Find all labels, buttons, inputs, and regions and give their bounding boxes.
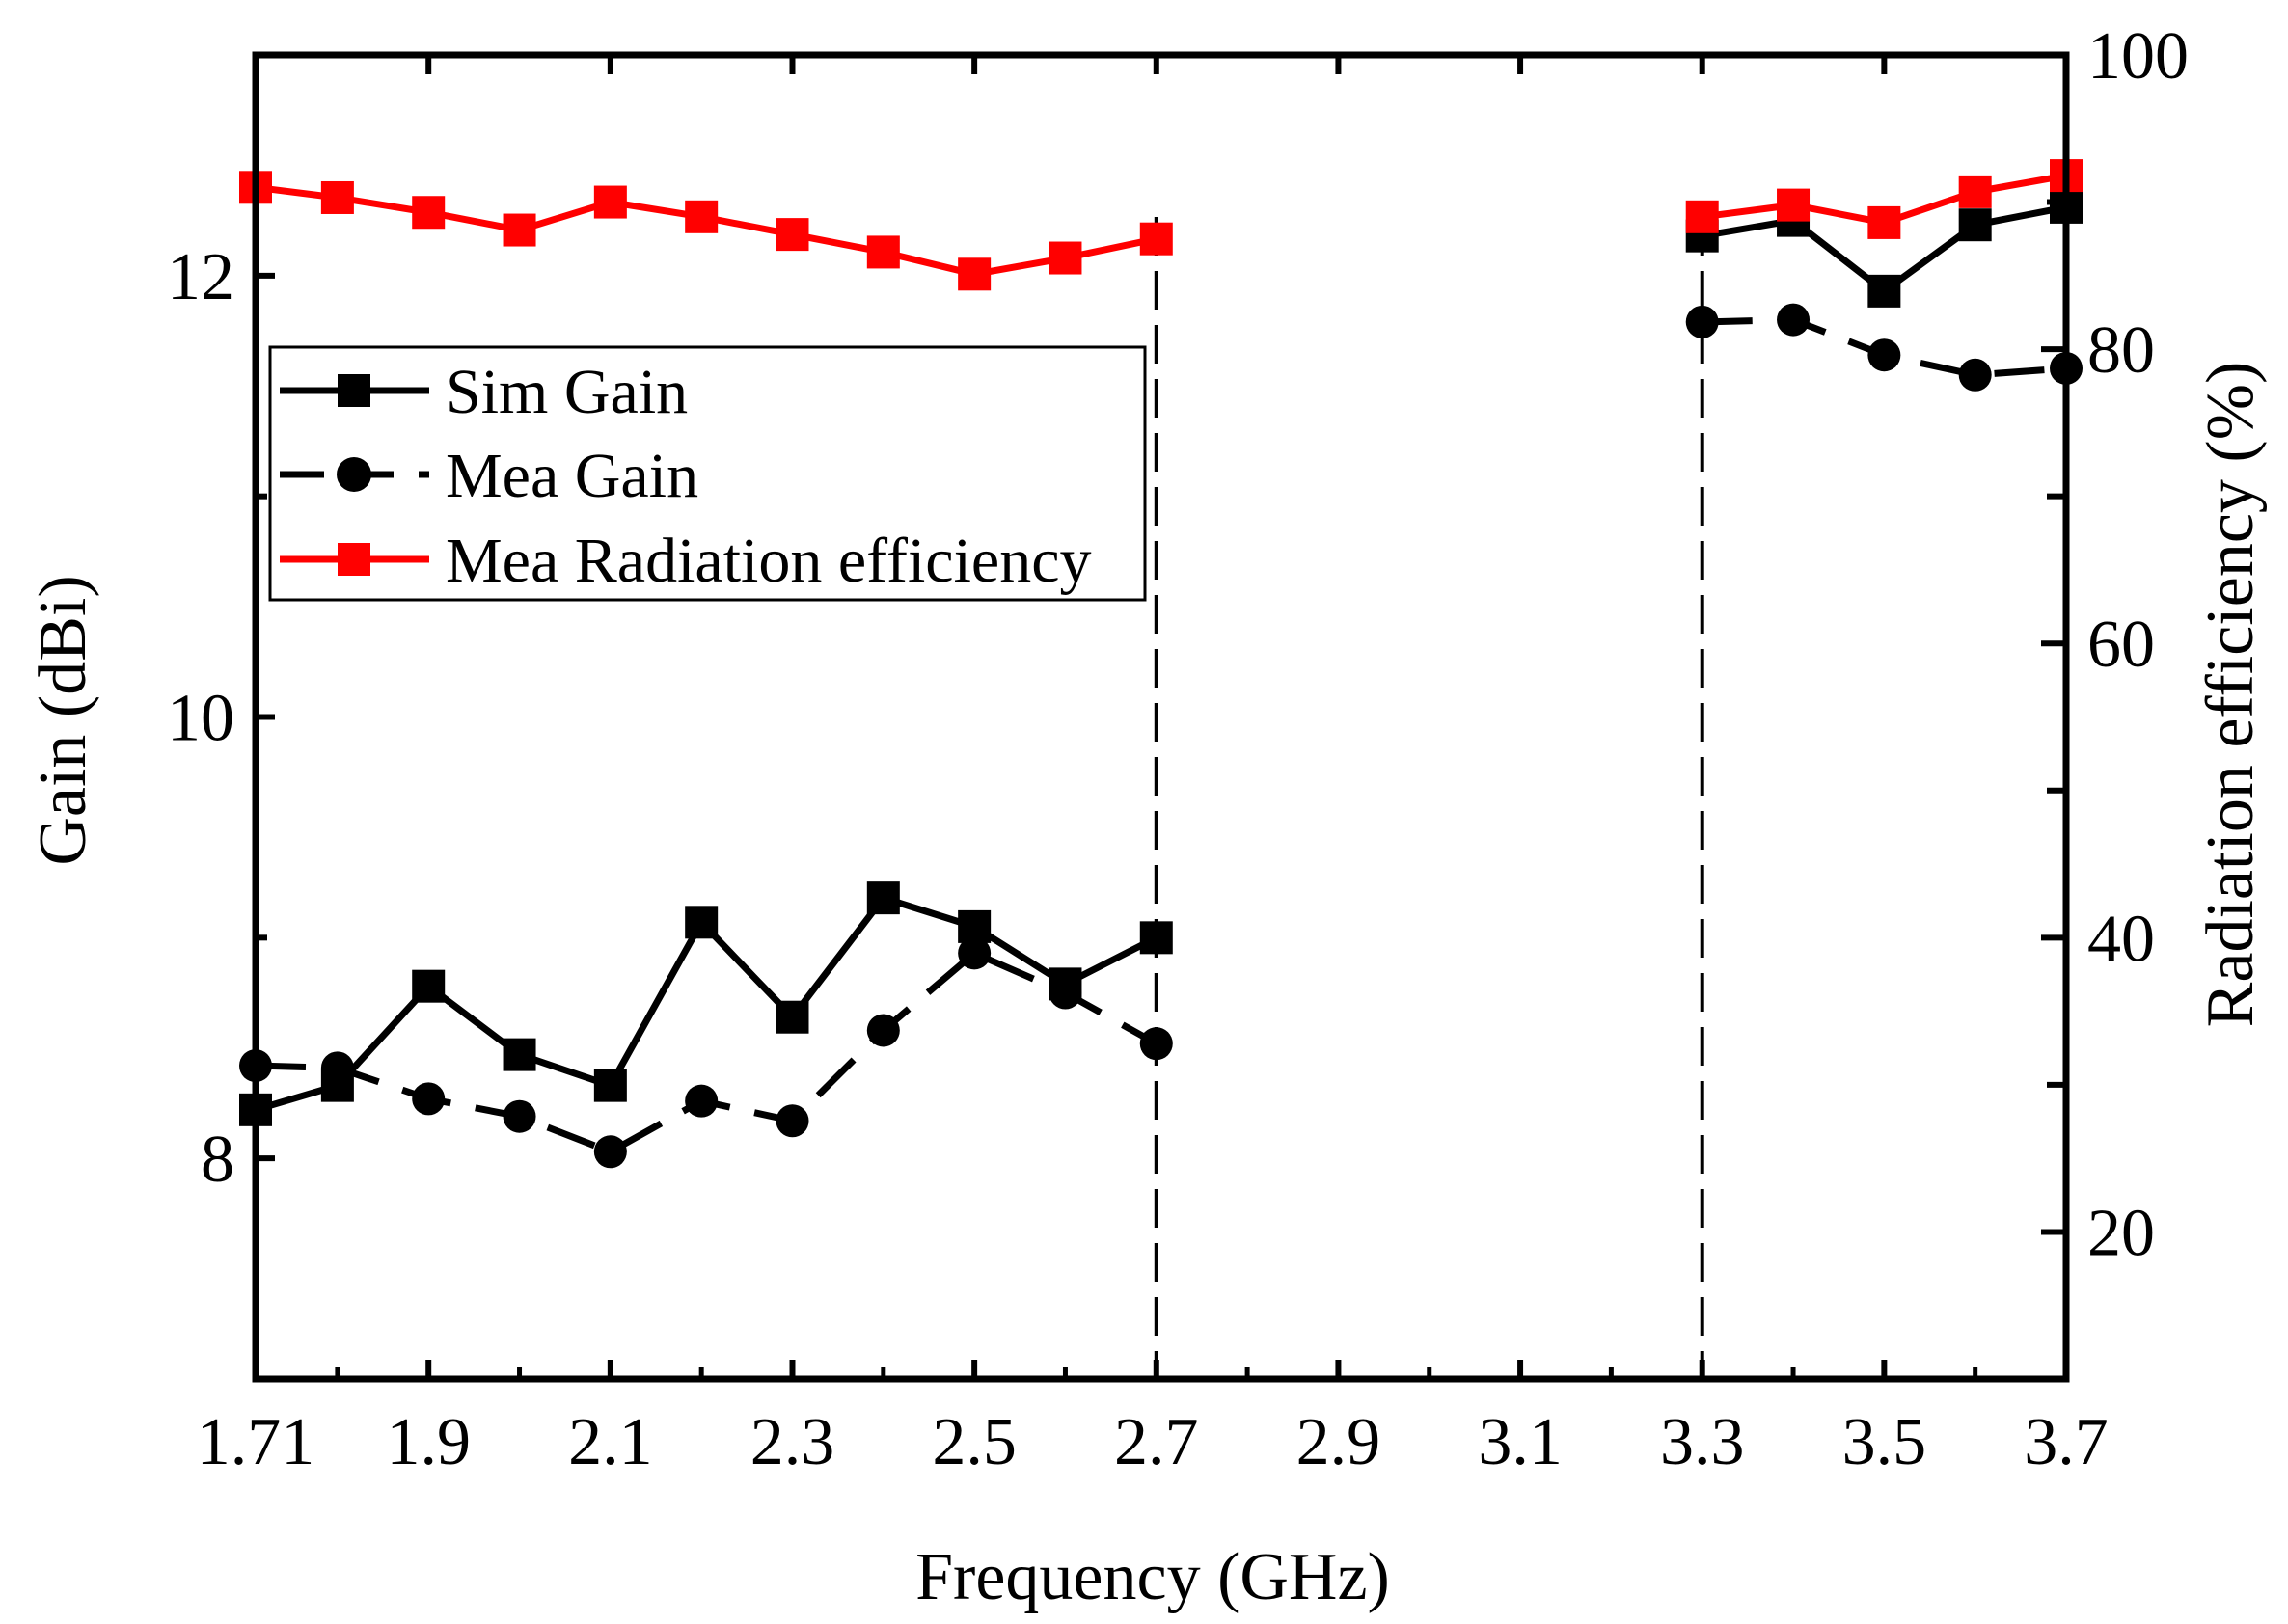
tick-labels: 1.71 1.9 2.1 2.3 2.5 2.7 2.9 3.1 3.3 3.5 3.7 8 10 12 2… (167, 19, 2189, 1479)
legend-marker-mea-efficiency (338, 543, 370, 576)
legend-marker-mea-gain (337, 457, 371, 492)
data-point (958, 936, 992, 970)
y2-tick-label: 60 (2087, 608, 2155, 682)
data-point (866, 235, 900, 269)
data-point (958, 257, 992, 291)
legend-label-mea-efficiency: Mea Radiation efficiency (446, 526, 1092, 596)
data-point (503, 1038, 536, 1071)
data-point (503, 1099, 536, 1133)
data-point (776, 1000, 809, 1034)
data-point (776, 218, 809, 252)
legend-marker-sim-gain (338, 374, 370, 407)
data-point (1139, 222, 1173, 256)
x-tick-label: 2.3 (750, 1405, 835, 1479)
y-tick-label: 12 (167, 240, 234, 314)
data-point (503, 213, 536, 247)
legend: Sim Gain Mea Gain Mea Radiation efficien… (268, 345, 1147, 602)
y-axis-title: Gain (dBi) (26, 575, 100, 865)
axis-ticks (253, 52, 2069, 1382)
y-tick-label: 8 (201, 1123, 234, 1197)
y2-tick-label: 40 (2087, 902, 2155, 976)
data-point (1685, 200, 1719, 233)
data-point (1777, 188, 1811, 222)
series-line (255, 949, 1158, 1155)
vertical-marker-lines (1154, 217, 1704, 1379)
x-axis-title: Frequency (GHz) (915, 1540, 1390, 1614)
data-point (412, 1082, 446, 1116)
data-point (1958, 358, 1992, 392)
legend-label-mea-gain: Mea Gain (446, 441, 698, 511)
data-point (1867, 205, 1901, 239)
y2-tick-label: 100 (2087, 19, 2189, 94)
data-point (412, 196, 446, 230)
data-point (412, 969, 446, 1003)
data-point (320, 1051, 354, 1085)
data-point (1685, 305, 1719, 338)
data-point (1958, 175, 1992, 208)
x-tick-label: 3.5 (1842, 1405, 1927, 1479)
data-point (1867, 338, 1901, 372)
data-point (685, 906, 719, 939)
data-point (1139, 1027, 1173, 1061)
data-point (593, 1135, 627, 1169)
data-point (593, 1069, 627, 1102)
data-point (593, 185, 627, 219)
y2-tick-label: 20 (2087, 1196, 2155, 1270)
data-point (866, 1014, 900, 1047)
data-point (1049, 976, 1082, 1010)
x-tick-label: 3.3 (1660, 1405, 1745, 1479)
x-tick-label: 2.5 (932, 1405, 1017, 1479)
y2-axis-title: Radiation efficiency (%) (2193, 362, 2268, 1028)
series-sim-gain (239, 190, 2083, 1126)
x-tick-label: 1.71 (197, 1405, 315, 1479)
x-tick-label: 1.9 (386, 1405, 471, 1479)
data-point (1867, 274, 1901, 308)
data-point (1049, 241, 1082, 275)
data-point (776, 1104, 809, 1138)
data-point (685, 1084, 719, 1118)
data-point (320, 180, 354, 214)
data-point (1958, 208, 1992, 242)
x-tick-label: 2.9 (1296, 1405, 1381, 1479)
y-tick-label: 10 (167, 682, 234, 756)
data-point (1777, 303, 1811, 337)
x-tick-label: 2.7 (1114, 1405, 1199, 1479)
x-tick-label: 3.7 (2024, 1405, 2109, 1479)
series-layer (239, 159, 2083, 1169)
legend-label-sim-gain: Sim Gain (446, 357, 688, 427)
data-point (866, 881, 900, 915)
x-tick-label: 2.1 (568, 1405, 653, 1479)
data-point (1139, 921, 1173, 955)
x-tick-label: 3.1 (1478, 1405, 1563, 1479)
series-mea-radiation-efficiency (239, 159, 2083, 291)
y2-tick-label: 80 (2087, 313, 2155, 388)
data-point (685, 200, 719, 233)
